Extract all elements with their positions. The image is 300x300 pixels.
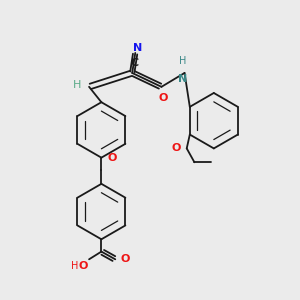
Text: N: N bbox=[178, 74, 188, 84]
Text: O: O bbox=[158, 93, 168, 103]
Text: O: O bbox=[78, 261, 88, 271]
Text: O: O bbox=[121, 254, 130, 264]
Text: C: C bbox=[130, 58, 139, 68]
Text: H: H bbox=[179, 56, 187, 66]
Text: O: O bbox=[108, 153, 117, 163]
Text: N: N bbox=[133, 43, 142, 53]
Text: H: H bbox=[71, 261, 78, 271]
Text: O: O bbox=[171, 143, 181, 153]
Text: H: H bbox=[73, 80, 81, 89]
